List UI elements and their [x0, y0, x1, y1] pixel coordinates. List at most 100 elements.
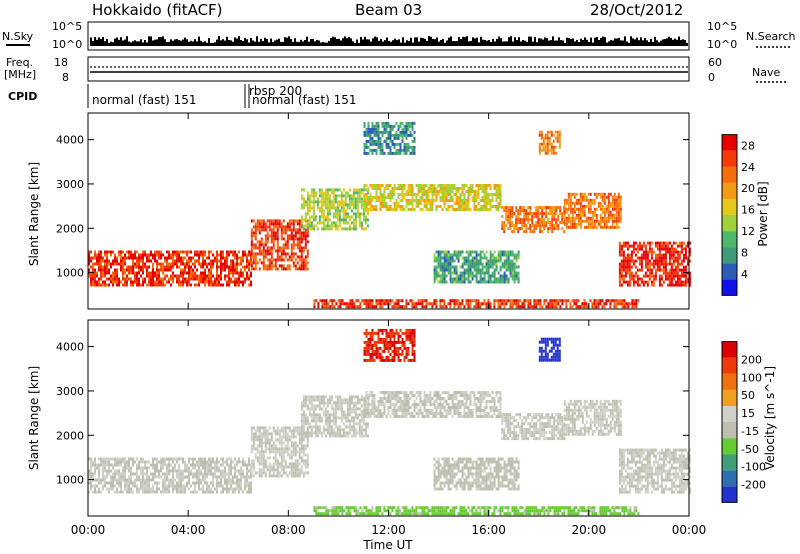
echo-cell [248, 268, 250, 272]
echo-cell [328, 224, 331, 228]
echo-cell [154, 457, 156, 461]
echo-cell [244, 487, 246, 491]
echo-cell [477, 265, 480, 269]
echo-cell [427, 196, 430, 199]
echo-cell [234, 283, 236, 287]
nsky-bar [616, 38, 618, 46]
nsky-bar [532, 41, 534, 46]
echo-cell [340, 191, 343, 195]
echo-cell [635, 305, 638, 309]
echo-cell [260, 456, 263, 460]
echo-cell [138, 262, 140, 266]
echo-cell [650, 283, 653, 287]
echo-cell [236, 484, 238, 488]
echo-cell [377, 130, 380, 134]
echo-cell [630, 256, 633, 260]
echo-cell [260, 471, 263, 475]
echo-cell [563, 201, 566, 205]
echo-cell [658, 250, 661, 254]
echo-cell [373, 142, 376, 146]
echo-cell [411, 302, 414, 306]
echo-cell [220, 265, 222, 269]
nsky-bar [132, 41, 134, 46]
echo-cell [389, 148, 392, 152]
echo-cell [106, 268, 108, 272]
echo-cell [294, 219, 297, 223]
echo-cell [352, 191, 355, 195]
echo-cell [449, 305, 452, 309]
echo-cell [481, 196, 484, 199]
echo-cell [467, 268, 470, 272]
echo-cell [654, 262, 657, 266]
echo-cell [318, 206, 321, 210]
echo-cell [485, 196, 488, 199]
echo-cell [397, 302, 400, 306]
echo-cell [473, 265, 476, 269]
echo-cell [282, 264, 285, 268]
echo-cell [517, 305, 520, 309]
echo-cell [503, 209, 506, 213]
echo-cell [142, 256, 144, 260]
echo-cell [427, 187, 430, 190]
echo-cell [660, 247, 663, 251]
echo-cell [292, 219, 295, 223]
nsky-bar [674, 38, 676, 46]
echo-cell [266, 219, 269, 223]
echo-cell [192, 271, 194, 275]
echo-cell [348, 194, 351, 198]
echo-cell [268, 228, 271, 232]
echo-cell [342, 206, 345, 210]
echo-cell [579, 192, 582, 196]
echo-cell [533, 305, 536, 309]
echo-cell [495, 277, 498, 281]
echo-cell [104, 253, 106, 257]
echo-cell [455, 256, 458, 260]
echo-cell [517, 227, 520, 231]
echo-cell [537, 224, 540, 228]
echo-cell [425, 299, 428, 303]
echo-cell [358, 218, 361, 222]
echo-cell [138, 475, 140, 479]
echo-cell [501, 253, 504, 257]
echo-cell [509, 227, 512, 231]
echo-cell [509, 299, 512, 303]
echo-cell [563, 213, 566, 217]
echo-cell [473, 205, 476, 208]
echo-cell [545, 206, 548, 210]
echo-cell [501, 280, 504, 284]
echo-cell [481, 184, 484, 187]
echo-cell [142, 466, 144, 470]
echo-cell [335, 302, 338, 306]
echo-cell [515, 271, 518, 275]
echo-cell [242, 256, 244, 260]
echo-cell [321, 305, 324, 309]
echo-cell [352, 206, 355, 210]
echo-cell [264, 441, 267, 445]
echo-cell [431, 302, 434, 306]
echo-cell [349, 302, 352, 306]
echo-cell [250, 228, 253, 232]
nsky-bar [540, 38, 542, 46]
echo-cell [589, 210, 592, 214]
echo-cell [124, 460, 126, 464]
echo-cell [397, 305, 400, 309]
echo-cell [106, 277, 108, 281]
echo-cell [527, 215, 530, 219]
echo-cell [132, 490, 134, 494]
echo-cell [168, 460, 170, 464]
echo-cell [232, 475, 234, 479]
echo-cell [363, 145, 366, 149]
echo-cell [397, 124, 400, 128]
echo-cell [591, 219, 594, 223]
echo-cell [545, 212, 548, 216]
echo-cell [306, 249, 309, 253]
echo-cell [96, 253, 98, 257]
echo-cell [541, 305, 544, 309]
echo-cell [511, 224, 514, 228]
echo-cell [638, 283, 641, 287]
echo-cell [477, 196, 480, 199]
echo-cell [160, 460, 162, 464]
echo-cell [110, 280, 112, 284]
echo-cell [680, 280, 683, 284]
echo-cell [292, 255, 295, 259]
